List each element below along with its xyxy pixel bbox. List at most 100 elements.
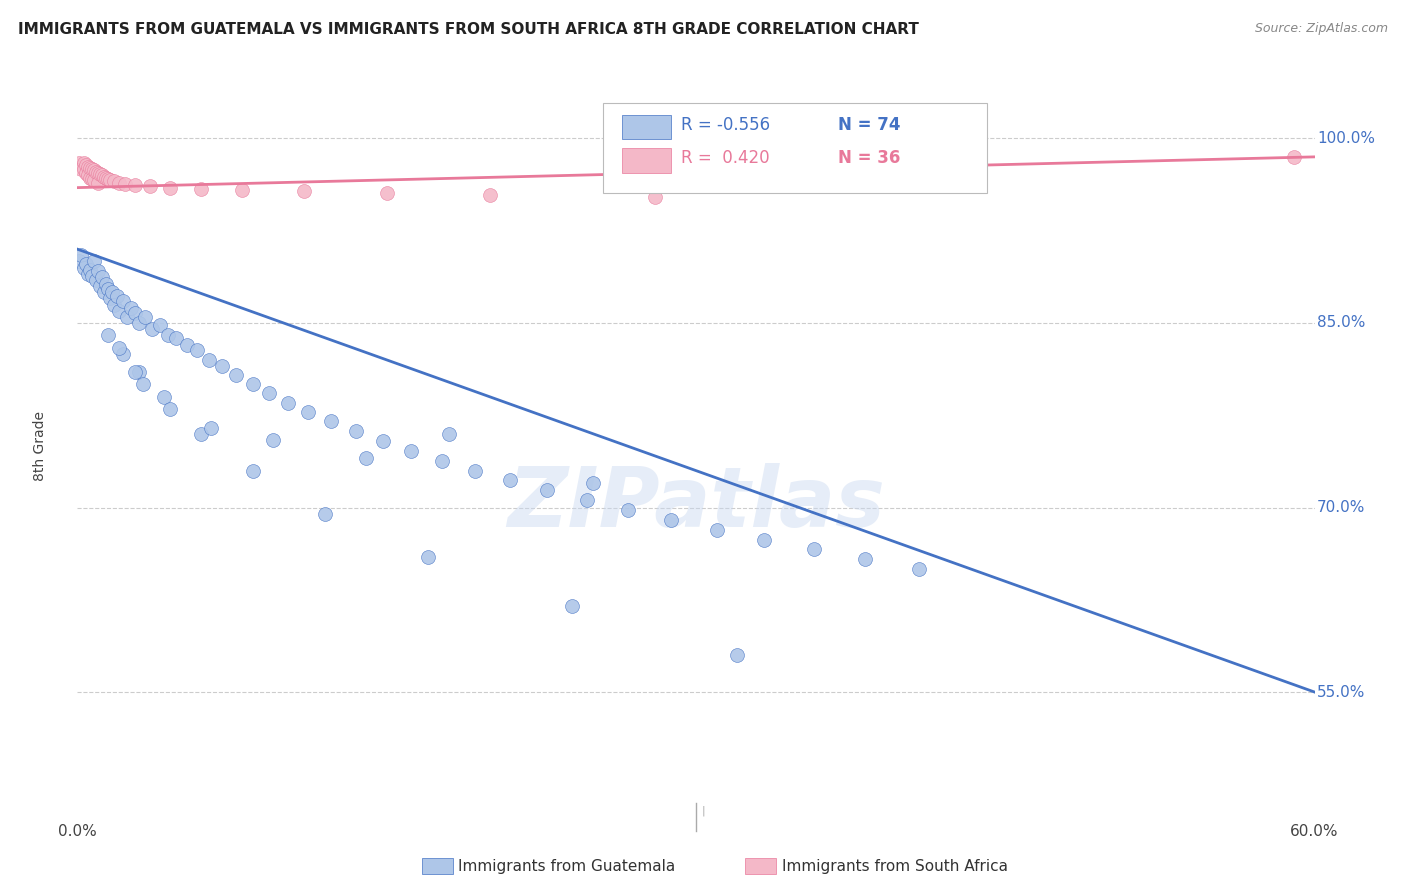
Point	[200, 420, 222, 434]
Text: Source: ZipAtlas.com: Source: ZipAtlas.com	[1254, 22, 1388, 36]
Point	[190, 426, 212, 441]
Point	[134, 310, 156, 324]
Point	[907, 562, 929, 576]
FancyBboxPatch shape	[621, 148, 671, 173]
Point	[93, 285, 115, 300]
Point	[1282, 150, 1305, 164]
Point	[80, 172, 103, 186]
Point	[75, 257, 97, 271]
Point	[76, 267, 98, 281]
Point	[128, 365, 150, 379]
Text: 55.0%: 55.0%	[1317, 684, 1365, 699]
Point	[617, 503, 640, 517]
Point	[138, 179, 160, 194]
Text: N = 36: N = 36	[838, 150, 901, 168]
Point	[93, 169, 115, 184]
Point	[80, 162, 103, 177]
Text: Immigrants from Guatemala: Immigrants from Guatemala	[458, 859, 676, 873]
Point	[752, 533, 775, 547]
Point	[84, 273, 107, 287]
Point	[401, 444, 423, 458]
Point	[659, 513, 682, 527]
Point	[115, 310, 138, 324]
Point	[87, 264, 110, 278]
Point	[79, 263, 101, 277]
Point	[111, 347, 134, 361]
Point	[853, 552, 876, 566]
Point	[344, 424, 367, 438]
Point	[75, 159, 97, 173]
Point	[198, 352, 221, 367]
Text: 0.0%: 0.0%	[58, 824, 97, 839]
Point	[225, 368, 247, 382]
Point	[83, 163, 105, 178]
Point	[314, 507, 336, 521]
Point	[76, 160, 98, 174]
Point	[159, 180, 181, 194]
Point	[242, 377, 264, 392]
Point	[644, 190, 666, 204]
Point	[80, 269, 103, 284]
Point	[190, 182, 212, 196]
Point	[114, 177, 136, 191]
Point	[91, 270, 114, 285]
Text: IMMIGRANTS FROM GUATEMALA VS IMMIGRANTS FROM SOUTH AFRICA 8TH GRADE CORRELATION : IMMIGRANTS FROM GUATEMALA VS IMMIGRANTS …	[18, 22, 920, 37]
Point	[437, 426, 460, 441]
Point	[98, 291, 121, 305]
FancyBboxPatch shape	[603, 103, 987, 193]
Point	[432, 454, 454, 468]
Point	[70, 162, 93, 177]
Point	[101, 285, 124, 300]
Point	[97, 172, 120, 186]
Point	[149, 318, 172, 333]
Point	[84, 164, 107, 178]
FancyBboxPatch shape	[621, 115, 671, 139]
Point	[575, 493, 598, 508]
Text: R = -0.556: R = -0.556	[681, 116, 770, 134]
Point	[120, 301, 142, 316]
Point	[371, 434, 394, 448]
Point	[72, 156, 94, 170]
Point	[499, 474, 522, 488]
Point	[354, 451, 377, 466]
Point	[72, 260, 94, 275]
Point	[91, 169, 114, 183]
Point	[211, 359, 233, 373]
Point	[79, 170, 101, 185]
Point	[107, 176, 129, 190]
Point	[105, 289, 128, 303]
Text: 60.0%: 60.0%	[1291, 824, 1339, 839]
Point	[89, 279, 111, 293]
Point	[103, 174, 125, 188]
Point	[128, 316, 150, 330]
Point	[157, 328, 180, 343]
Point	[107, 303, 129, 318]
Text: 100.0%: 100.0%	[1317, 131, 1375, 146]
Point	[242, 464, 264, 478]
Point	[87, 166, 110, 180]
Point	[96, 277, 118, 291]
Point	[107, 341, 129, 355]
Point	[725, 648, 748, 662]
Point	[292, 184, 315, 198]
Point	[89, 167, 111, 181]
Point	[536, 483, 558, 498]
Point	[231, 183, 253, 197]
Point	[124, 365, 146, 379]
Point	[76, 169, 98, 183]
Point	[87, 176, 110, 190]
Point	[67, 156, 90, 170]
Point	[159, 402, 181, 417]
Point	[416, 549, 439, 564]
Point	[464, 464, 486, 478]
Point	[83, 173, 105, 187]
Point	[277, 396, 299, 410]
Point	[97, 328, 120, 343]
Point	[297, 404, 319, 418]
Point	[262, 433, 284, 447]
Point	[98, 173, 121, 187]
Point	[83, 254, 105, 268]
Point	[97, 281, 120, 295]
Point	[79, 161, 101, 175]
Point	[70, 248, 93, 262]
